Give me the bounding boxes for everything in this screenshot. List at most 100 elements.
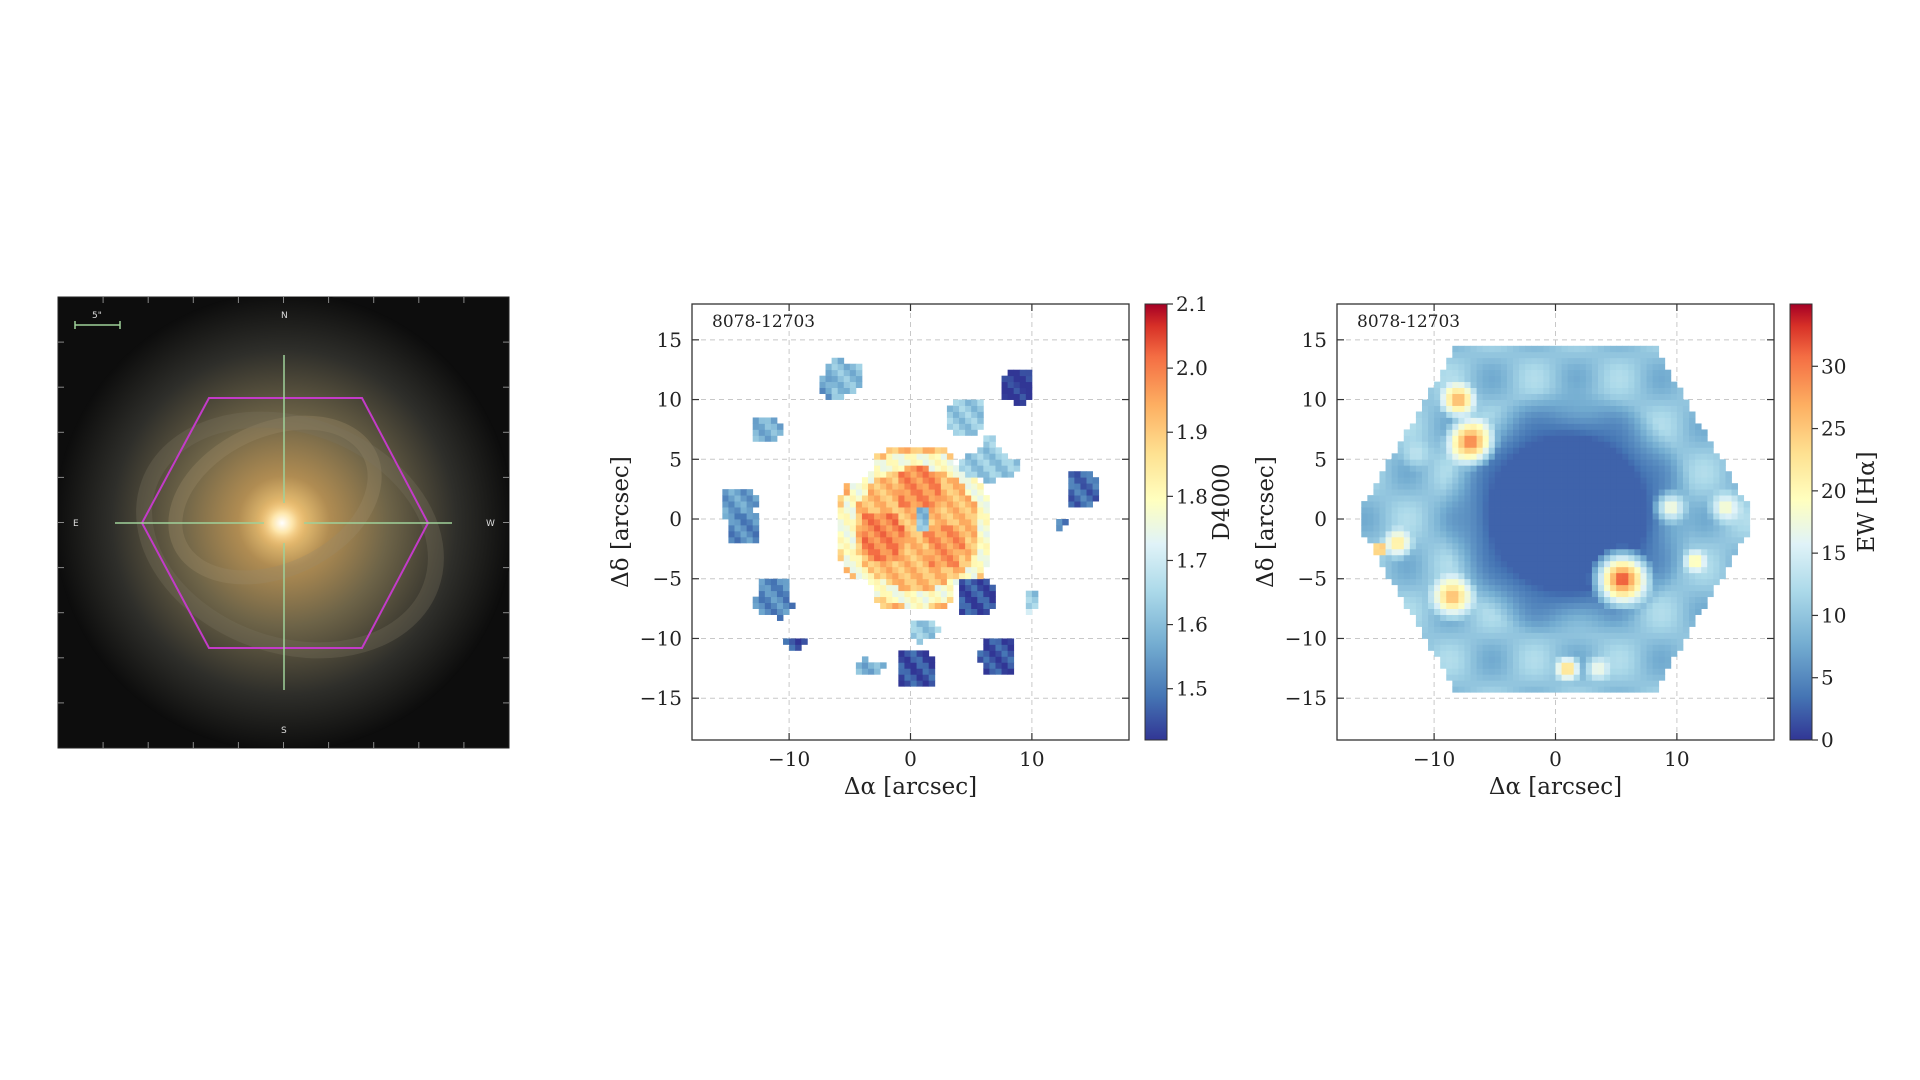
heatmap-cell [1585, 620, 1593, 627]
heatmap-cell [1506, 524, 1514, 532]
heatmap-cell [1513, 644, 1520, 651]
heatmap-cell [728, 536, 735, 544]
heatmap-cell [1713, 578, 1720, 586]
heatmap-cell [1658, 435, 1666, 442]
heatmap-cell [1494, 447, 1502, 454]
heatmap-cell [1573, 668, 1581, 675]
heatmap-cell [1464, 548, 1471, 556]
heatmap-cell [983, 644, 990, 651]
heatmap-cell [1616, 536, 1623, 544]
heatmap-cell [1494, 620, 1502, 627]
heatmap-cell [1080, 471, 1087, 478]
y-tick-label: 0 [1314, 507, 1327, 531]
heatmap-cell [1567, 554, 1575, 562]
heatmap-cell [1434, 417, 1441, 424]
heatmap-cell [1597, 519, 1605, 526]
heatmap-cell [1519, 674, 1526, 681]
heatmap-cell [1464, 357, 1471, 365]
heatmap-cell [940, 530, 948, 538]
heatmap-cell [922, 584, 930, 592]
heatmap-cell [952, 495, 960, 502]
heatmap-cell [1610, 572, 1617, 580]
heatmap-cell [892, 584, 899, 592]
heatmap-cell [1549, 345, 1556, 353]
heatmap-cell [1470, 536, 1477, 544]
heatmap-cell [1464, 519, 1471, 526]
heatmap-cell [910, 650, 917, 657]
y-tick-label: 10 [1302, 388, 1327, 412]
heatmap-cell [892, 554, 899, 562]
heatmap-cell [1634, 584, 1641, 592]
heatmap-cell [952, 536, 960, 544]
heatmap-cell [940, 489, 948, 496]
heatmap-cell [1597, 351, 1605, 359]
heatmap-cell [1585, 632, 1593, 639]
heatmap-cell [1634, 536, 1641, 544]
heatmap-cell [1506, 417, 1514, 424]
heatmap-cell [1494, 596, 1502, 604]
heatmap-cell [1628, 578, 1635, 586]
heatmap-cell [1488, 620, 1496, 627]
heatmap-cell [1604, 542, 1611, 550]
heatmap-cell [916, 536, 924, 544]
heatmap-cell [1567, 584, 1575, 592]
heatmap-cell [1713, 572, 1720, 580]
heatmap-cell [880, 513, 887, 520]
heatmap-cell [1537, 471, 1544, 478]
heatmap-cell [1476, 680, 1484, 687]
heatmap-cell [1616, 656, 1623, 663]
heatmap-cell [1640, 542, 1647, 550]
heatmap-cell [1555, 441, 1562, 448]
heatmap-cell [965, 548, 972, 556]
heatmap-cell [1634, 483, 1641, 490]
heatmap-cell [728, 501, 735, 508]
heatmap-cell [1403, 435, 1411, 442]
heatmap-cell [1549, 507, 1556, 514]
heatmap-cell [1446, 626, 1453, 633]
heatmap-cell [1379, 554, 1386, 562]
heatmap-cell [916, 477, 924, 484]
heatmap-cell [1403, 519, 1411, 526]
heatmap-cell [928, 602, 936, 610]
heatmap-cell [1628, 554, 1635, 562]
heatmap-cell [1658, 399, 1666, 406]
heatmap-cell [1373, 507, 1380, 514]
heatmap-cell [1549, 471, 1556, 478]
heatmap-cell [1573, 471, 1581, 478]
heatmap-cell [1476, 542, 1484, 550]
heatmap-cell [965, 489, 972, 496]
heatmap-cell [1616, 620, 1623, 627]
heatmap-cell [1452, 602, 1459, 610]
heatmap-cell [1525, 465, 1532, 472]
heatmap-cell [1397, 453, 1405, 460]
heatmap-cell [898, 554, 905, 562]
heatmap-cell [1519, 513, 1526, 520]
heatmap-cell [1628, 411, 1635, 418]
heatmap-cell [1373, 530, 1380, 538]
heatmap-cell [916, 513, 924, 520]
heatmap-cell [1616, 548, 1623, 556]
heatmap-cell [1579, 519, 1587, 526]
heatmap-cell [1670, 560, 1678, 568]
heatmap-cell [1549, 357, 1556, 365]
heatmap-cell [1689, 530, 1696, 538]
heatmap-cell [861, 483, 869, 490]
heatmap-cell [1701, 507, 1708, 514]
heatmap-cell [1476, 566, 1484, 574]
heatmap-cell [1597, 680, 1605, 687]
heatmap-cell [1573, 369, 1581, 377]
heatmap-cell [1573, 483, 1581, 490]
heatmap-cell [1506, 411, 1514, 418]
heatmap-cell [1403, 548, 1411, 556]
heatmap-cell [1646, 381, 1654, 389]
heatmap-cell [1743, 513, 1751, 520]
heatmap-cell [1421, 626, 1429, 633]
heatmap-cell [892, 530, 899, 538]
heatmap-cell [1525, 411, 1532, 418]
heatmap-cell [1458, 578, 1465, 586]
image-edge-ticks [58, 297, 509, 748]
heatmap-cell [1415, 501, 1423, 508]
heatmap-cell [1555, 650, 1562, 657]
heatmap-cell [1470, 560, 1477, 568]
heatmap-cell [1573, 357, 1581, 365]
